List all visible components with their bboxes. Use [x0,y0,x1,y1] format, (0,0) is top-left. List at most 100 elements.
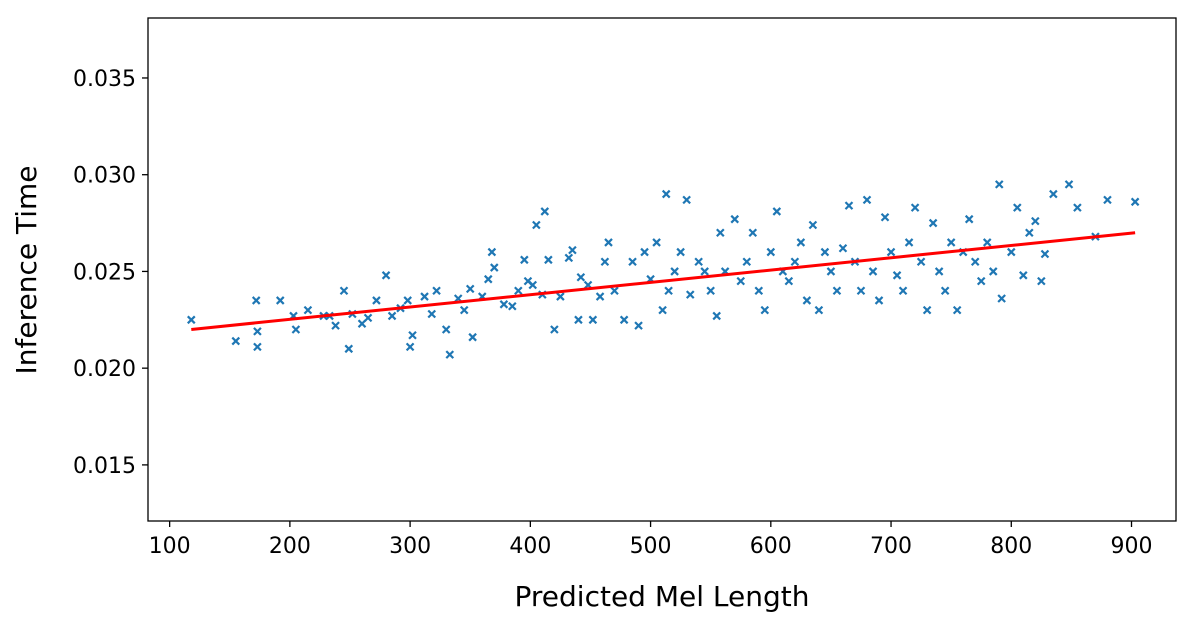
marker-stroke [403,296,412,305]
scatter-point [514,286,523,296]
scatter-point [922,305,932,315]
scatter-point [408,330,417,340]
marker-stroke [862,195,872,205]
scatter-point [784,276,794,286]
scatter-point [658,305,667,315]
scatter-point [405,342,415,352]
y-tick-label: 0.035 [73,67,136,92]
scatter-point [1103,195,1112,205]
marker-stroke [904,238,914,247]
scatter-point [568,245,577,255]
marker-stroke [1130,197,1140,207]
scatter-point [595,292,605,301]
marker-stroke [1064,180,1074,189]
scatter-point [445,350,455,359]
scatter-point [363,313,373,323]
scatter-point [628,257,637,267]
marker-stroke [898,286,908,296]
marker-stroke [253,342,262,352]
marker-stroke [976,276,986,286]
marker-stroke [742,257,752,267]
scatter-point [802,296,812,305]
marker-stroke [387,311,397,321]
scatter-point [670,267,679,276]
scatter-point [934,267,944,276]
scatter-point [1007,247,1016,257]
scatter-point [952,305,962,315]
marker-stroke [459,305,469,315]
marker-stroke [694,257,703,267]
scatter-point [441,325,451,334]
marker-stroke [251,296,261,305]
scatter-point [520,255,529,265]
marker-stroke [640,247,649,257]
scatter-point [1073,203,1082,212]
marker-stroke [610,286,619,296]
scatter-point [838,243,848,253]
scatter-point [331,321,340,330]
scatter-point [432,286,441,296]
scatter-point [499,300,509,309]
y-tick-label: 0.025 [73,260,136,285]
scatter-point [904,238,914,247]
scatter-point [381,271,391,280]
scatter-point [528,280,538,290]
marker-stroke [363,313,373,323]
marker-stroke [544,255,553,265]
x-tick-label: 100 [149,534,191,559]
marker-stroke [405,342,415,352]
marker-stroke [465,284,475,294]
fit-line [191,231,1136,331]
scatter-point [619,315,629,325]
x-tick-label: 600 [750,534,792,559]
scatter-point [772,207,782,216]
scatter-point [682,195,691,205]
scatter-point [231,336,241,346]
x-tick-label: 800 [990,534,1032,559]
marker-stroke [628,257,637,267]
marker-stroke [736,276,746,286]
marker-stroke [1013,203,1022,212]
marker-stroke [676,247,685,257]
marker-stroke [291,325,301,334]
marker-stroke [372,296,381,305]
scatter-point [994,180,1004,189]
marker-stroke [357,319,367,328]
scatter-point [820,247,830,257]
marker-stroke [826,267,836,276]
scatter-point [574,315,583,325]
marker-stroke [564,253,574,263]
marker-stroke [946,238,956,247]
marker-stroke [832,286,842,296]
scatter-point [716,228,725,238]
y-axis-label: Inference Time [10,165,43,374]
scatter-point [946,238,956,247]
scatter-point [868,267,878,276]
scatter-point [844,201,854,210]
marker-stroke [934,267,944,276]
scatter-point [610,286,619,296]
scatter-point [661,189,671,199]
marker-stroke [588,315,598,325]
scatter-point [826,267,836,276]
y-tick-label: 0.015 [73,454,136,479]
scatter-point [892,271,902,280]
marker-stroke [910,203,920,212]
marker-stroke [652,238,661,247]
marker-stroke [982,238,992,247]
scatter-point [730,214,740,224]
scatter-point [856,286,866,296]
marker-stroke [661,189,671,199]
marker-stroke [1007,247,1016,257]
scatter-point [634,321,643,330]
marker-stroke [523,276,533,286]
scatter-point [420,292,429,301]
scatter-point [303,305,313,315]
marker-stroke [766,247,776,257]
marker-stroke [1037,276,1046,286]
scatter-point [483,274,493,284]
scatter-point [808,220,818,230]
marker-stroke [1073,203,1082,212]
marker-stroke [634,321,643,330]
marker-stroke [344,344,354,354]
